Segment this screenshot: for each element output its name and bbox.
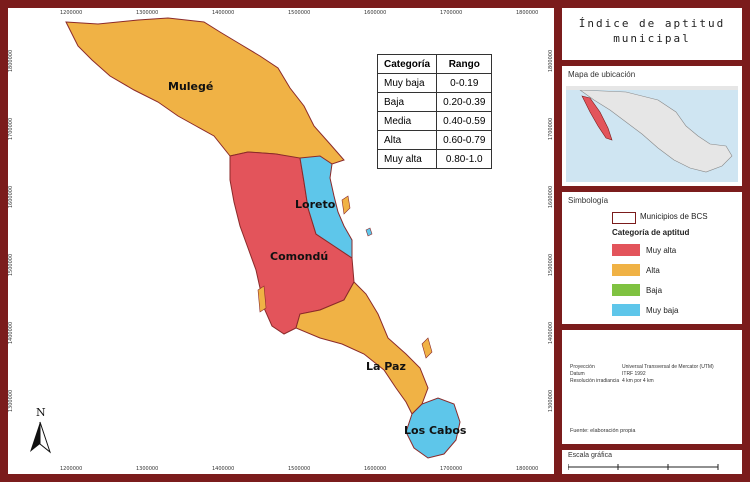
scale-heading: Escala gráfica: [568, 452, 612, 459]
range-val: 0.20-0.39: [436, 92, 493, 112]
range-cat: Media: [376, 111, 438, 131]
island-4: [257, 285, 267, 313]
tick-bottom-6: 1700000: [440, 466, 463, 472]
swatch-alta: [612, 264, 640, 276]
proj-value-2: ITRF 1992: [622, 371, 646, 377]
symbology-heading: Simbología: [568, 196, 609, 205]
island-1: [341, 195, 351, 215]
tick-top-6: 1700000: [440, 10, 463, 16]
range-header-category: Categoría: [376, 54, 438, 74]
proj-label-1: Proyección: [570, 364, 595, 370]
island-3: [421, 337, 433, 359]
tick-top-1: 1200000: [60, 10, 83, 16]
region-la-paz: [295, 281, 429, 415]
proj-label-3: Resolución irradiancia: [570, 378, 620, 384]
symbology-panel: Simbología Municipios de BCS Categoría d…: [562, 192, 742, 324]
island-2: [365, 227, 373, 237]
source-note: Fuente: elaboración propia: [570, 428, 636, 434]
map-frame: 1200000 1300000 1400000 1500000 1600000 …: [8, 8, 554, 474]
swatch-baja: [612, 284, 640, 296]
projection-panel: Proyección Universal Transversal de Merc…: [562, 330, 742, 444]
tick-top-2: 1300000: [136, 10, 159, 16]
location-map-heading: Mapa de ubicación: [568, 70, 636, 79]
proj-value-3: 4 km por 4 km: [622, 378, 654, 384]
range-cat: Baja: [376, 92, 438, 112]
tick-bottom-5: 1600000: [364, 466, 387, 472]
map-title-line2: municipal: [613, 32, 691, 45]
boundary-label: Municipios de BCS: [640, 212, 708, 221]
tick-top-7: 1800000: [516, 10, 539, 16]
region-loreto: [299, 155, 353, 259]
range-val: 0.40-0.59: [436, 111, 493, 131]
legend-muy-alta: Muy alta: [646, 246, 677, 255]
north-arrow-icon: N: [30, 406, 52, 454]
tick-bottom-1: 1200000: [60, 466, 83, 472]
title-panel: Índice de aptitud municipal: [562, 8, 742, 60]
legend-baja: Baja: [646, 286, 663, 295]
location-map-panel: Mapa de ubicación: [562, 66, 742, 186]
range-table: Categoría Rango Muy baja 0-0.19 Baja 0.2…: [376, 54, 493, 169]
north-label: N: [36, 406, 46, 419]
tick-top-3: 1400000: [212, 10, 235, 16]
category-heading: Categoría de aptitud: [612, 228, 690, 237]
tick-bottom-3: 1400000: [212, 466, 235, 472]
baja-california-sur-map: Mulegé Loreto Comondú La Paz Los Cabos N: [30, 17, 467, 459]
range-cat: Alta: [376, 130, 438, 150]
label-mulege: Mulegé: [168, 80, 213, 93]
swatch-muy-alta: [612, 244, 640, 256]
proj-label-2: Datum: [570, 371, 585, 377]
tick-bottom-7: 1800000: [516, 466, 539, 472]
range-val: 0-0.19: [436, 73, 493, 93]
region-los-cabos: [405, 397, 461, 459]
mexico-locator-map: [566, 86, 738, 182]
boundary-swatch: [612, 212, 636, 224]
scale-bar: [568, 464, 719, 470]
range-header-range: Rango: [436, 54, 493, 74]
swatch-muy-baja: [612, 304, 640, 316]
range-cat: Muy alta: [376, 149, 438, 169]
legend-muy-baja: Muy baja: [646, 306, 679, 315]
label-la-paz: La Paz: [366, 360, 406, 373]
range-cat: Muy baja: [376, 73, 438, 93]
range-val: 0.80-1.0: [436, 149, 493, 169]
tick-top-4: 1500000: [288, 10, 311, 16]
tick-bottom-2: 1300000: [136, 466, 159, 472]
region-mulege: [65, 17, 345, 165]
label-loreto: Loreto: [295, 198, 336, 211]
map-title-line1: Índice de aptitud: [578, 17, 726, 30]
scale-panel: Escala gráfica: [562, 450, 742, 474]
legend-alta: Alta: [646, 266, 660, 275]
label-los-cabos: Los Cabos: [404, 424, 467, 437]
range-val: 0.60-0.79: [436, 130, 493, 150]
tick-bottom-4: 1500000: [288, 466, 311, 472]
proj-value-1: Universal Transversal de Mercator (UTM): [622, 364, 714, 370]
tick-top-5: 1600000: [364, 10, 387, 16]
label-comondu: Comondú: [270, 250, 328, 263]
